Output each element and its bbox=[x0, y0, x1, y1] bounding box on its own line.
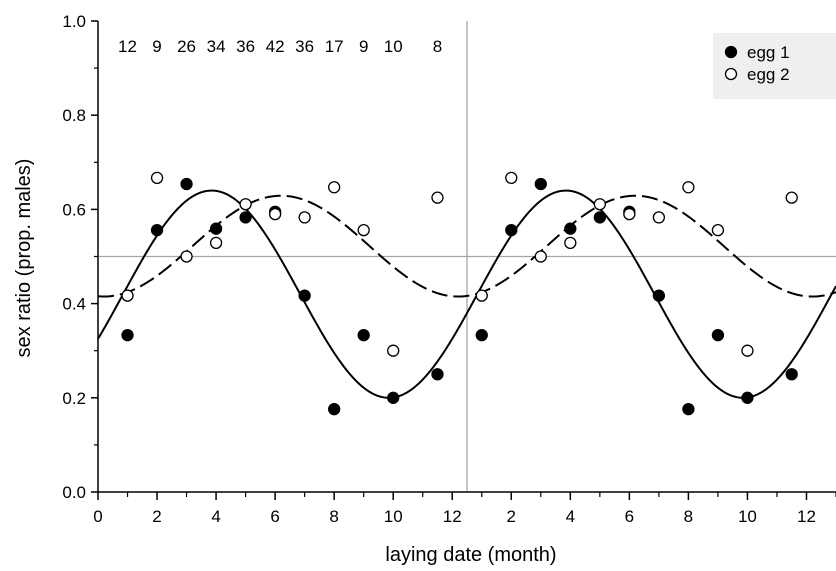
egg1-point bbox=[328, 402, 341, 416]
sample-size-label: 36 bbox=[295, 37, 314, 56]
x-tick-label: 6 bbox=[270, 507, 279, 526]
egg1-point bbox=[475, 329, 488, 342]
x-tick-label: 2 bbox=[152, 507, 161, 526]
egg2-point bbox=[121, 289, 134, 302]
x-tick-label: 12 bbox=[797, 507, 816, 526]
x-tick-label: 6 bbox=[625, 507, 634, 526]
egg2-point bbox=[239, 198, 252, 211]
egg2-point bbox=[298, 211, 311, 224]
egg2-point bbox=[328, 181, 341, 194]
egg1-point bbox=[357, 329, 370, 342]
y-tick-label: 0.8 bbox=[62, 106, 86, 125]
x-tick-label: 4 bbox=[566, 507, 575, 526]
x-axis-label: laying date (month) bbox=[385, 544, 556, 566]
egg2-point bbox=[387, 344, 400, 357]
legend: egg 1 egg 2 bbox=[713, 33, 836, 99]
y-tick-label: 0.2 bbox=[62, 389, 86, 408]
sample-size-label: 36 bbox=[236, 37, 255, 56]
egg1-point bbox=[682, 402, 695, 416]
egg1-point bbox=[564, 222, 577, 235]
x-tick-label: 10 bbox=[384, 507, 403, 526]
egg1-point bbox=[298, 289, 311, 302]
y-tick-label: 1.0 bbox=[62, 12, 86, 31]
egg1-point bbox=[121, 329, 134, 342]
sample-size-label: 26 bbox=[177, 37, 196, 56]
legend-box bbox=[713, 33, 836, 99]
egg2-point bbox=[785, 191, 798, 204]
sample-size-label: 12 bbox=[118, 37, 137, 56]
data-points bbox=[121, 171, 798, 416]
sample-size-label: 34 bbox=[207, 37, 226, 56]
reference-lines bbox=[98, 21, 836, 492]
egg2-point bbox=[357, 223, 370, 237]
egg2-point bbox=[180, 250, 193, 263]
egg1-point bbox=[431, 368, 444, 381]
x-tick-label: 12 bbox=[443, 507, 462, 526]
sample-size-label: 17 bbox=[325, 37, 344, 56]
sample-size-label: 9 bbox=[359, 37, 368, 56]
y-tick-label: 0.0 bbox=[62, 483, 86, 502]
fitted-curve-2 bbox=[97, 194, 836, 298]
legend-label: egg 2 bbox=[747, 65, 790, 84]
egg1-point bbox=[711, 329, 725, 342]
egg1-point bbox=[180, 177, 193, 191]
sample-size-label: 9 bbox=[152, 37, 161, 56]
x-tick-label: 4 bbox=[211, 507, 220, 526]
egg1-point bbox=[209, 222, 223, 235]
egg2-point bbox=[431, 191, 444, 204]
y-axis-label: sex ratio (prop. males) bbox=[13, 159, 35, 358]
egg2-point bbox=[534, 250, 547, 263]
sample-size-label: 10 bbox=[384, 37, 403, 56]
egg2-point bbox=[623, 207, 636, 221]
egg2-point bbox=[475, 289, 488, 302]
egg1-point bbox=[785, 368, 798, 381]
x-tick-label: 2 bbox=[507, 507, 516, 526]
sample-size-label: 42 bbox=[266, 37, 285, 56]
fitted-curve-1 bbox=[97, 189, 836, 399]
egg2-point bbox=[150, 171, 164, 184]
egg1-point bbox=[387, 391, 400, 404]
egg2-point bbox=[593, 198, 606, 211]
egg1-point bbox=[505, 223, 518, 237]
y-tick-label: 0.4 bbox=[62, 295, 86, 314]
x-tick-label: 8 bbox=[684, 507, 693, 526]
axes: 0.0 0.2 0.4 0.6 0.8 1.0 0 2 4 6 8 10 12 2 4 6 8 10 12 bbox=[62, 12, 836, 526]
egg2-point bbox=[505, 171, 518, 184]
egg1-point bbox=[593, 211, 606, 224]
egg2-point bbox=[268, 207, 282, 221]
egg2-point bbox=[209, 236, 223, 249]
egg2-point bbox=[711, 223, 725, 237]
egg1-point bbox=[652, 289, 666, 302]
sample-size-labels: 12 9 26 34 36 42 36 17 9 10 8 bbox=[118, 37, 442, 56]
egg2-point bbox=[741, 344, 754, 357]
egg1-point bbox=[150, 223, 164, 237]
egg1-point bbox=[534, 177, 547, 191]
legend-marker-egg1 bbox=[724, 45, 738, 59]
fitted-curves bbox=[97, 189, 836, 399]
x-tick-label: 8 bbox=[329, 507, 338, 526]
sample-size-label: 8 bbox=[433, 37, 442, 56]
egg1-point bbox=[239, 211, 252, 224]
egg2-point bbox=[564, 236, 577, 249]
legend-marker-egg2 bbox=[724, 67, 738, 81]
egg2-point bbox=[652, 211, 666, 224]
x-tick-label: 0 bbox=[93, 507, 102, 526]
legend-label: egg 1 bbox=[747, 43, 790, 62]
egg1-point bbox=[741, 391, 754, 404]
y-tick-label: 0.6 bbox=[62, 200, 86, 219]
x-tick-label: 10 bbox=[738, 507, 757, 526]
egg2-point bbox=[682, 181, 695, 194]
